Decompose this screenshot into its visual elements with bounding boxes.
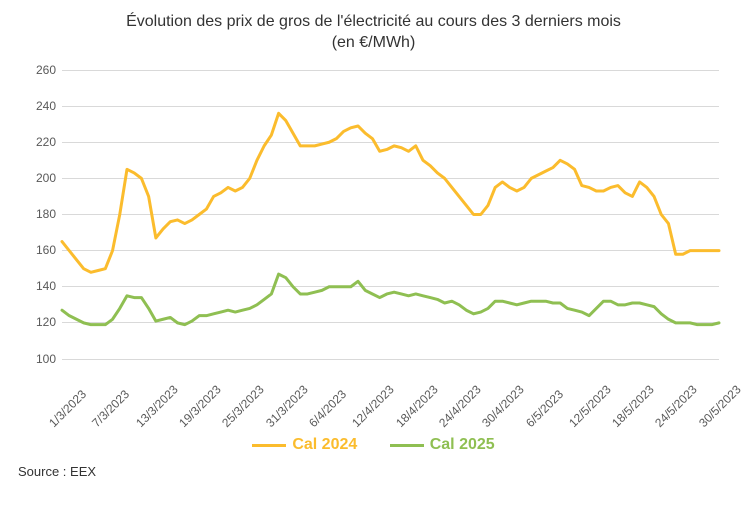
x-tick-label: 13/3/2023 — [133, 382, 181, 430]
chart: 100120140160180200220240260 1/3/20237/3/… — [18, 60, 729, 430]
chart-title: Évolution des prix de gros de l'électric… — [18, 12, 729, 54]
y-tick-label: 140 — [18, 279, 56, 293]
x-tick-label: 6/5/2023 — [523, 387, 566, 430]
series-lines — [62, 70, 719, 359]
y-tick-label: 220 — [18, 135, 56, 149]
y-tick-label: 200 — [18, 171, 56, 185]
series-cal-2025 — [62, 274, 719, 325]
y-tick-label: 260 — [18, 63, 56, 77]
legend: Cal 2024 Cal 2025 — [18, 434, 729, 455]
x-tick-label: 18/5/2023 — [609, 382, 657, 430]
plot-area: 100120140160180200220240260 — [62, 70, 719, 360]
x-tick-label: 6/4/2023 — [306, 387, 349, 430]
x-tick-label: 25/3/2023 — [219, 382, 267, 430]
x-tick-label: 30/5/2023 — [696, 382, 744, 430]
x-tick-label: 19/3/2023 — [176, 382, 224, 430]
series-cal-2024 — [62, 113, 719, 272]
legend-label-cal-2024: Cal 2024 — [292, 436, 357, 454]
x-tick-label: 12/5/2023 — [566, 382, 614, 430]
x-tick-label: 12/4/2023 — [349, 382, 397, 430]
x-tick-label: 18/4/2023 — [393, 382, 441, 430]
x-tick-label: 1/3/2023 — [46, 387, 89, 430]
x-tick-label: 31/3/2023 — [263, 382, 311, 430]
x-tick-label: 24/4/2023 — [436, 382, 484, 430]
y-tick-label: 100 — [18, 352, 56, 366]
source-label: Source : EEX — [18, 464, 729, 479]
y-tick-label: 240 — [18, 99, 56, 113]
title-line-2: (en €/MWh) — [332, 34, 416, 51]
x-tick-label: 7/3/2023 — [89, 387, 132, 430]
y-tick-label: 160 — [18, 243, 56, 257]
y-tick-label: 120 — [18, 315, 56, 329]
legend-label-cal-2025: Cal 2025 — [430, 436, 495, 454]
legend-item-cal-2024: Cal 2024 — [252, 436, 357, 454]
x-tick-label: 30/4/2023 — [479, 382, 527, 430]
x-tick-label: 24/5/2023 — [653, 382, 701, 430]
y-tick-label: 180 — [18, 207, 56, 221]
x-axis-labels: 1/3/20237/3/202313/3/202319/3/202325/3/2… — [62, 366, 719, 430]
legend-item-cal-2025: Cal 2025 — [390, 436, 495, 454]
title-line-1: Évolution des prix de gros de l'électric… — [126, 13, 621, 30]
legend-swatch-cal-2025 — [390, 444, 424, 447]
grid-line — [62, 359, 719, 360]
legend-swatch-cal-2024 — [252, 444, 286, 447]
